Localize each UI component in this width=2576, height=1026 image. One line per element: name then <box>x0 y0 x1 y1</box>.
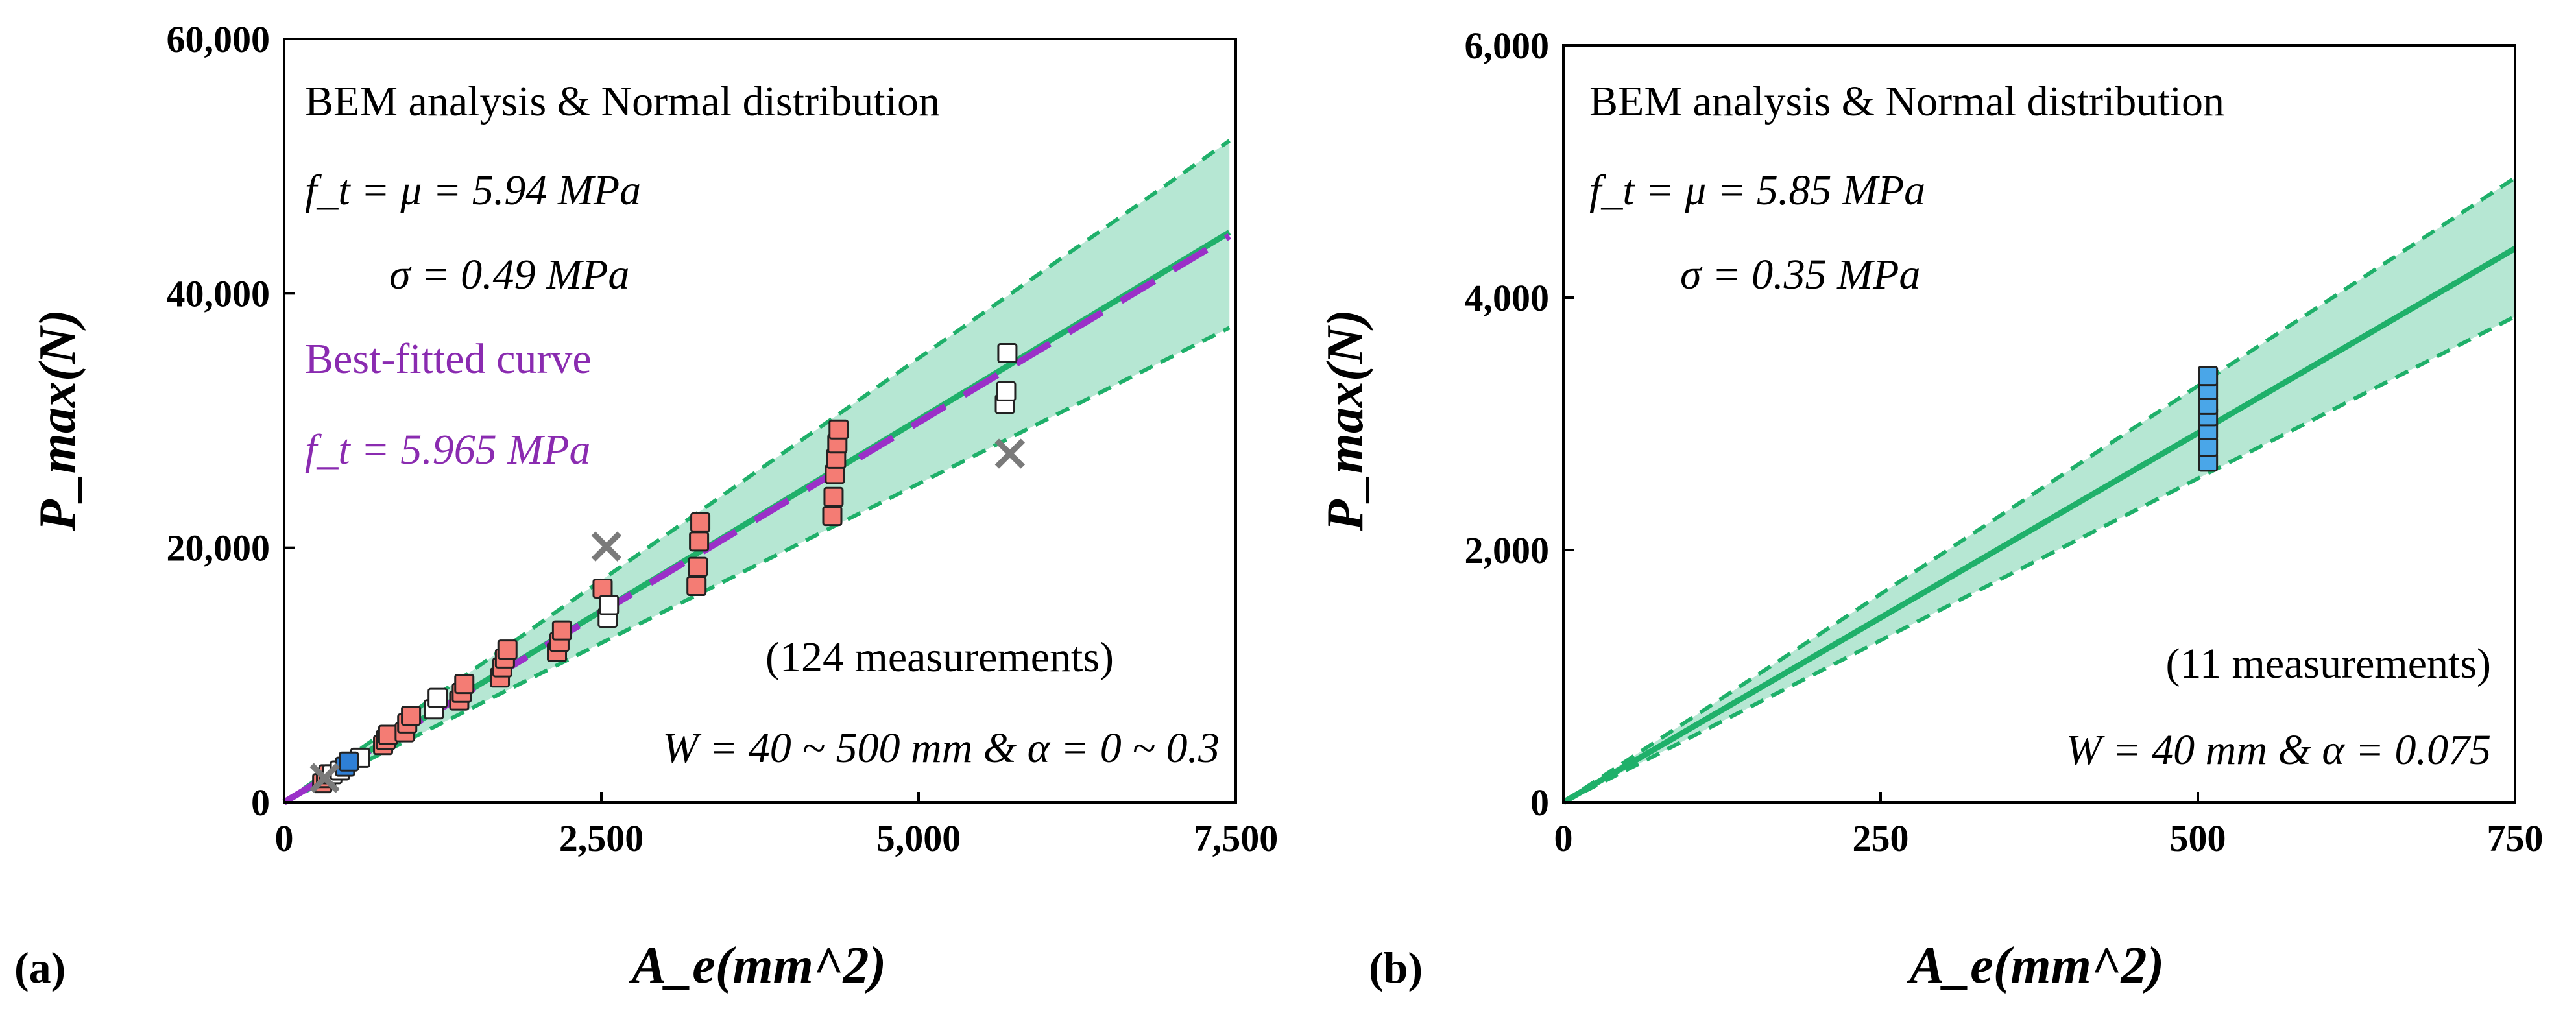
y-tick-label: 6,000 <box>1465 25 1550 67</box>
y-tick-label: 40,000 <box>167 272 271 315</box>
y-tick-label: 2,000 <box>1465 529 1550 571</box>
x-tick-label: 750 <box>2487 817 2544 859</box>
data-point-a <box>592 578 613 599</box>
annotation-count-a: (124 measurements) <box>765 634 1114 681</box>
data-point-a <box>378 724 398 745</box>
y-tick-label: 60,000 <box>167 18 271 60</box>
y-tick-label: 4,000 <box>1465 277 1550 319</box>
annotation-sigma-a: σ = 0.49 MPa <box>389 251 629 298</box>
data-point-b <box>2198 366 2219 387</box>
x-tick-label: 0 <box>1554 817 1573 859</box>
y-tick-label: 20,000 <box>167 527 271 569</box>
data-point-a <box>339 751 359 772</box>
x-tick-label: 0 <box>275 817 294 859</box>
lower-bound-line-b <box>1562 315 2516 804</box>
annotation-title-b: BEM analysis & Normal distribution <box>1589 78 2224 125</box>
axis-ticks-a: 0 20,000 40,000 60,000 0 2,500 5,000 7,500 <box>167 18 1279 859</box>
axis-ticks-b: 0 2,000 4,000 6,000 0 250 500 750 <box>1465 25 2544 859</box>
data-point-a <box>997 343 1018 364</box>
annotation-conditions-a: W = 40 ~ 500 mm & α = 0 ~ 0.3 <box>662 724 1220 772</box>
plot-frame-b <box>1562 44 2516 804</box>
y-tick-label: 0 <box>251 781 270 824</box>
annotation-ft-b: f_t = μ = 5.85 MPa <box>1589 167 1925 214</box>
outlier-stroke <box>309 763 340 793</box>
data-point-a <box>551 620 572 641</box>
lower-bound-line-a <box>283 326 1231 804</box>
outlier-marker-a <box>309 763 340 793</box>
annotation-count-b: (11 measurements) <box>2165 640 2491 687</box>
data-point-a <box>401 706 422 726</box>
x-axis-title-b: A_e(mm^2) <box>1907 937 2164 994</box>
data-point-a <box>823 486 844 507</box>
x-tick-label: 2,500 <box>559 817 644 859</box>
outlier-marker-a <box>591 531 622 562</box>
data-point-a <box>599 595 620 615</box>
panel-label-a: (a) <box>14 943 66 992</box>
plot-area-b <box>1561 176 2517 805</box>
data-point-a <box>427 687 448 708</box>
y-tick-label: 0 <box>1530 781 1549 824</box>
outlier-marker-a <box>994 438 1026 469</box>
data-point-a <box>497 639 518 660</box>
annotation-ft-a: f_t = μ = 5.94 MPa <box>305 167 641 214</box>
x-tick-label: 250 <box>1853 817 1909 859</box>
data-point-a <box>454 674 475 695</box>
y-axis-title-b: P_max(N) <box>1317 309 1374 532</box>
annotation-bestfit-value-a: f_t = 5.965 MPa <box>305 426 591 473</box>
data-point-a <box>822 506 843 527</box>
chart-panel-a: 0 20,000 40,000 60,000 0 2,500 5,000 7,500 BEM … <box>14 18 1278 994</box>
plot-frame-a <box>283 38 1237 804</box>
x-axis-title-a: A_e(mm^2) <box>629 937 886 994</box>
x-tick-label: 5,000 <box>876 817 961 859</box>
y-axis-title-a: P_max(N) <box>29 309 86 532</box>
annotation-conditions-b: W = 40 mm & α = 0.075 <box>2066 726 2491 774</box>
annotation-bestfit-title-a: Best-fitted curve <box>305 335 592 383</box>
data-point-a <box>689 531 710 552</box>
mean-line-b <box>1561 246 2517 805</box>
data-point-a <box>686 576 707 597</box>
annotation-sigma-b: σ = 0.35 MPa <box>1680 251 1920 298</box>
panel-label-b: (b) <box>1369 943 1423 992</box>
data-point-a <box>688 556 708 577</box>
annotation-title-a: BEM analysis & Normal distribution <box>305 78 940 125</box>
x-tick-label: 500 <box>2170 817 2226 859</box>
chart-panel-b: 0 2,000 4,000 6,000 0 250 500 750 BEM analysis … <box>1317 25 2544 994</box>
plot-area-a <box>282 139 1231 805</box>
outlier-stroke <box>591 531 622 562</box>
upper-bound-line-b <box>1562 176 2516 804</box>
data-point-a <box>690 512 711 532</box>
data-point-a <box>828 419 849 440</box>
x-tick-label: 7,500 <box>1194 817 1279 859</box>
data-point-a <box>996 381 1017 401</box>
outlier-stroke <box>994 438 1026 469</box>
